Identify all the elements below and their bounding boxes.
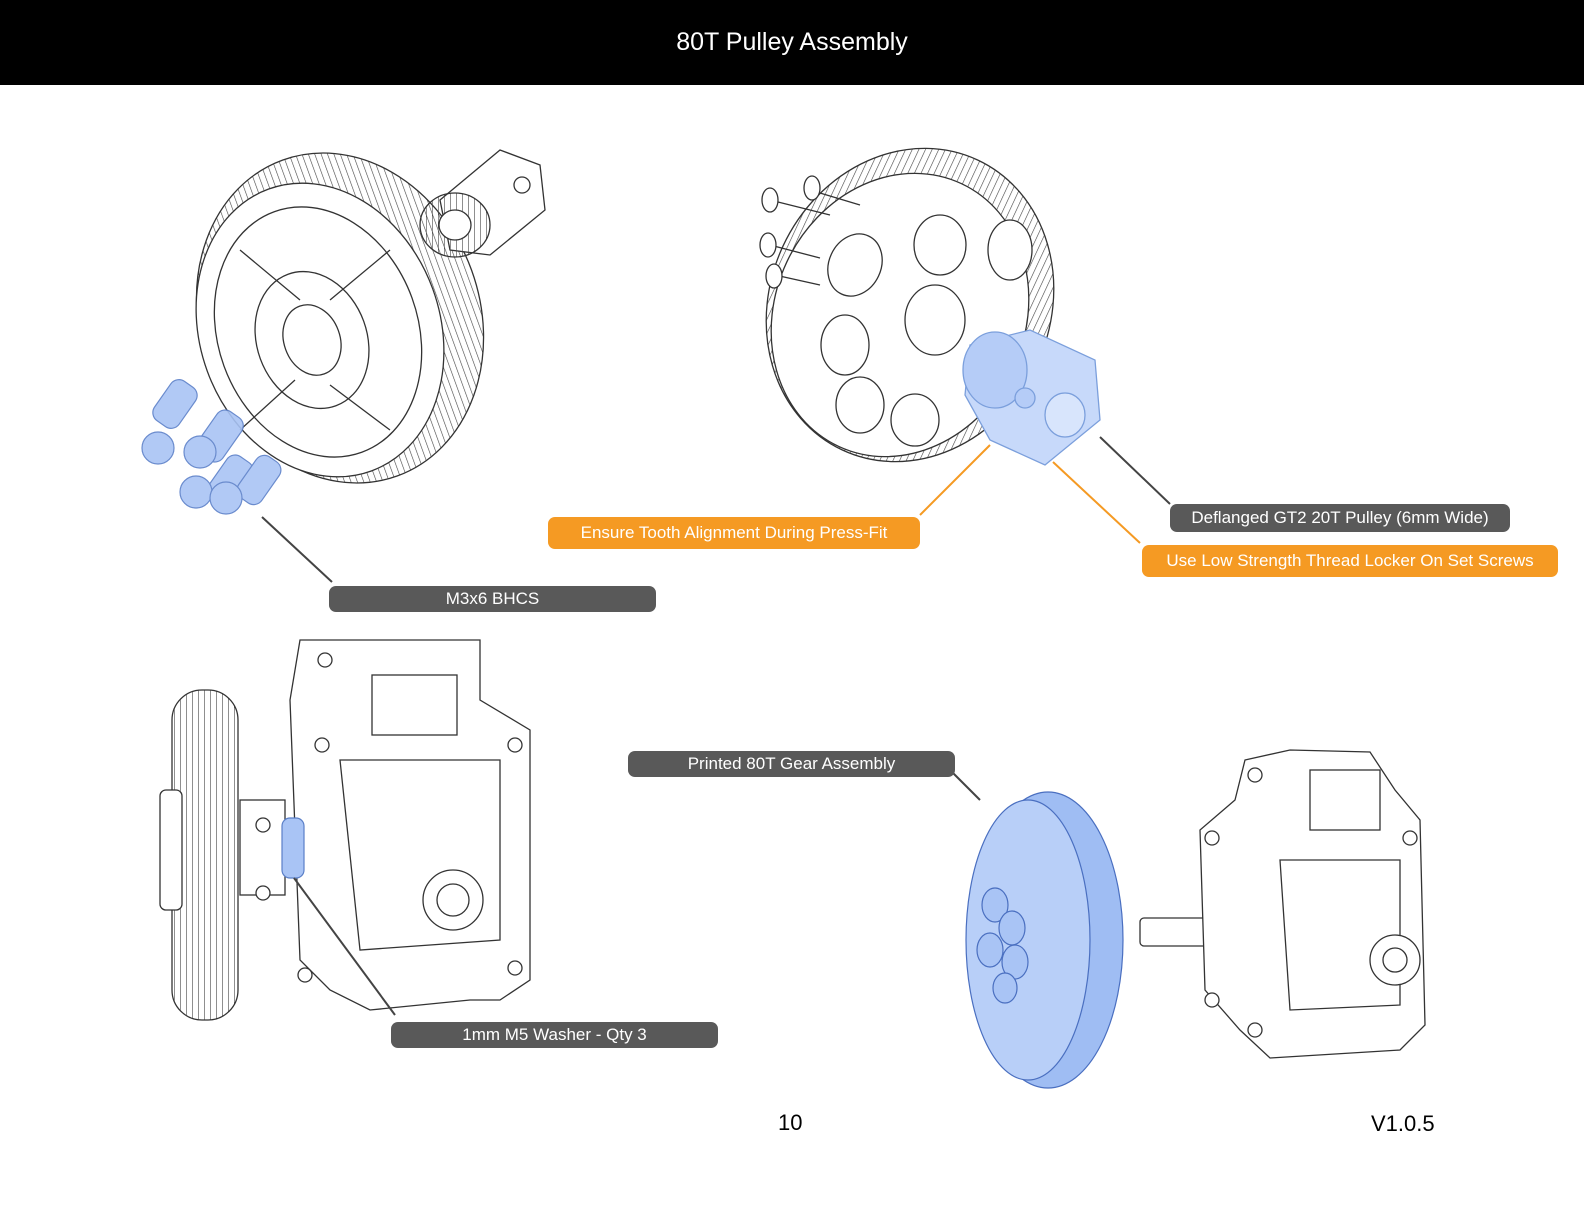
callout-bhcs: M3x6 BHCS: [329, 586, 656, 612]
page-title: 80T Pulley Assembly: [676, 28, 908, 56]
extruder-side-view: [1139, 749, 1426, 1059]
callout-gt2-pulley: Deflanged GT2 20T Pulley (6mm Wide): [1170, 504, 1510, 532]
gt2-pulley-highlight: [962, 329, 1101, 466]
small-pulley-top: [419, 149, 546, 258]
callout-gear-assembly: Printed 80T Gear Assembly: [628, 751, 955, 777]
thread-locker-leader-line: [1052, 461, 1141, 544]
callout-press-fit: Ensure Tooth Alignment During Press-Fit: [548, 517, 920, 549]
callout-gt2-pulley-text: Deflanged GT2 20T Pulley (6mm Wide): [1191, 508, 1489, 527]
version-label: V1.0.5: [1371, 1111, 1435, 1136]
page-number: 10: [778, 1110, 803, 1135]
callout-gear-assembly-text: Printed 80T Gear Assembly: [687, 754, 896, 773]
callout-press-fit-text: Ensure Tooth Alignment During Press-Fit: [580, 523, 888, 542]
screws-highlight-top: [141, 379, 282, 515]
callout-washer: 1mm M5 Washer - Qty 3: [391, 1022, 718, 1048]
callout-bhcs-text: M3x6 BHCS: [445, 589, 540, 608]
pulley-exploded-view-front: [195, 152, 485, 484]
callout-thread-locker-text: Use Low Strength Thread Locker On Set Sc…: [1166, 551, 1534, 570]
washer-leader-line: [293, 877, 396, 1016]
washer-highlight: [281, 817, 305, 879]
title-bar: 80T Pulley Assembly: [0, 0, 1584, 85]
callout-washer-text: 1mm M5 Washer - Qty 3: [462, 1025, 647, 1044]
gt2-leader-line: [1099, 436, 1171, 505]
bhcs-leader-line: [261, 516, 333, 583]
gear-assembly-highlight: [965, 791, 1124, 1089]
press-fit-leader-line: [919, 444, 991, 516]
pulley-mounted-side-view: [159, 639, 531, 1021]
callout-thread-locker: Use Low Strength Thread Locker On Set Sc…: [1142, 545, 1558, 577]
